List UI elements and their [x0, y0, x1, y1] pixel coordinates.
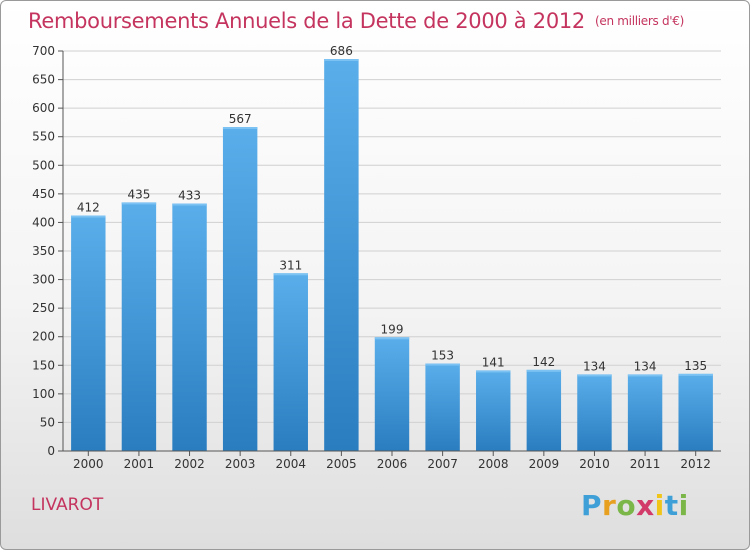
logo-letter: o	[616, 489, 637, 522]
x-tick-label-2002: 2002	[174, 457, 205, 471]
bars	[71, 59, 713, 451]
bar-2012	[678, 373, 713, 451]
bar-highlight	[425, 363, 460, 366]
x-tick-label-2004: 2004	[275, 457, 306, 471]
bar-2007	[425, 363, 460, 451]
bar-highlight	[222, 127, 258, 129]
y-tick-label: 200	[32, 330, 55, 344]
bar-2006	[374, 337, 410, 451]
y-tick-label: 550	[32, 130, 55, 144]
y-tick-label: 50	[40, 415, 55, 429]
value-label-2011: 134	[634, 359, 657, 373]
value-label-2007: 153	[431, 349, 454, 363]
x-tick-label-2003: 2003	[225, 457, 256, 471]
value-label-2002: 433	[178, 189, 201, 203]
bar-2005	[324, 59, 359, 451]
value-label-2012: 135	[684, 359, 707, 373]
bar-2009	[526, 369, 562, 451]
value-label-2000: 412	[77, 201, 100, 215]
bar-highlight	[71, 215, 106, 218]
bar-2000	[71, 215, 106, 451]
value-label-2009: 142	[532, 355, 555, 369]
value-label-2010: 134	[583, 359, 606, 373]
bar-highlight	[273, 273, 308, 276]
y-tick-label: 600	[32, 101, 55, 115]
y-tick-label: 400	[32, 215, 55, 229]
y-tick-label: 450	[32, 187, 55, 201]
y-tick-label: 500	[32, 158, 55, 172]
chart-title-text: Remboursements Annuels de la Dette de 20…	[28, 9, 585, 33]
bar-highlight	[476, 370, 511, 373]
logo-letter: i	[678, 489, 689, 522]
x-tick-label-2011: 2011	[630, 457, 661, 471]
logo-letter: P	[581, 489, 603, 522]
axes: 0 50 100 150 200 250 300 350 400 450 500 550 600 650 7…	[32, 44, 721, 471]
bar-highlight	[172, 203, 207, 206]
value-label-2006: 199	[381, 322, 404, 336]
x-tick-label-2009: 2009	[529, 457, 560, 471]
value-label-2005: 686	[330, 44, 353, 58]
bar-highlight	[627, 374, 663, 377]
commune-name: LIVAROT	[31, 495, 104, 515]
y-tick-label: 0	[47, 444, 55, 458]
logo-letter: i	[654, 489, 665, 522]
y-tick-label: 650	[32, 73, 55, 87]
y-tick-label: 150	[32, 358, 55, 372]
x-tick-label-2010: 2010	[579, 457, 610, 471]
bar-highlight	[678, 373, 713, 376]
x-tick-label-2005: 2005	[326, 457, 357, 471]
x-tick-label-2007: 2007	[427, 457, 458, 471]
bar-2010	[577, 374, 612, 451]
bar-highlight	[121, 202, 157, 205]
bar-2001	[121, 202, 157, 451]
x-tick-label-2001: 2001	[124, 457, 155, 471]
value-label-2003: 567	[229, 112, 252, 126]
y-tick-label: 300	[32, 273, 55, 287]
bar-highlight	[324, 59, 359, 61]
value-label-2008: 141	[482, 355, 505, 369]
bar-2003	[222, 127, 258, 451]
bar-2002	[172, 203, 207, 451]
y-tick-label: 250	[32, 301, 55, 315]
y-tick-label: 100	[32, 387, 55, 401]
y-tick-label: 700	[32, 44, 55, 58]
logo-letter: x	[636, 489, 655, 522]
unit-note: (en milliers d'€)	[595, 14, 685, 28]
value-label-2001: 435	[127, 187, 150, 201]
bar-highlight	[577, 374, 612, 377]
x-tick-label-2006: 2006	[377, 457, 408, 471]
logo-letter: r	[602, 489, 617, 522]
bar-2008	[476, 370, 511, 451]
bar-highlight	[526, 369, 562, 372]
x-tick-label-2012: 2012	[680, 457, 711, 471]
x-tick-label-2008: 2008	[478, 457, 509, 471]
x-tick-label-2000: 2000	[73, 457, 104, 471]
bar-highlight	[374, 337, 410, 340]
value-labels: 412 435 433 567 311 686 199 153 141 142 134 134 135	[77, 44, 707, 373]
chart-title: Remboursements Annuels de la Dette de 20…	[28, 9, 684, 33]
logo-letter: t	[664, 489, 679, 522]
bar-2004	[273, 273, 308, 451]
bar-2011	[627, 374, 663, 451]
value-label-2004: 311	[279, 258, 302, 272]
y-tick-label: 350	[32, 244, 55, 258]
proxiti-logo: Proxiti	[581, 489, 689, 522]
